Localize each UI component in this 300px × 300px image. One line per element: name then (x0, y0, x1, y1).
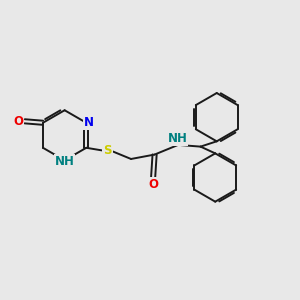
Text: NH: NH (168, 132, 188, 145)
Text: NH: NH (55, 155, 74, 168)
Text: O: O (148, 178, 158, 190)
Text: O: O (13, 115, 23, 128)
Text: N: N (84, 116, 94, 129)
Text: S: S (103, 144, 112, 157)
